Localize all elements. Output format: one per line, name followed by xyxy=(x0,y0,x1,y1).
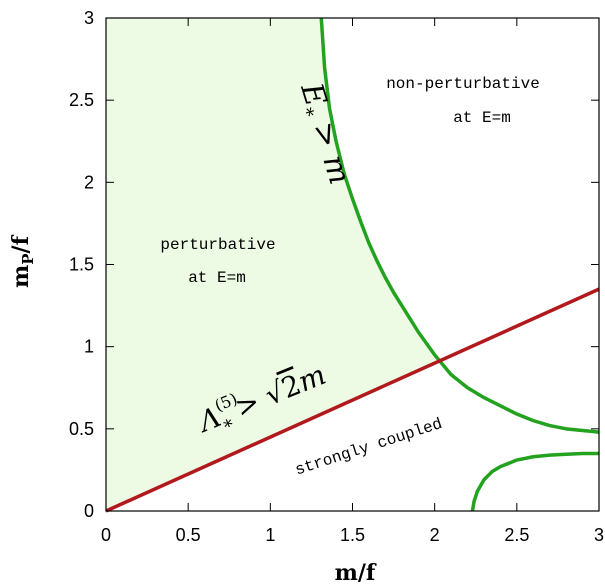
label-perturbative: perturbative xyxy=(160,236,275,254)
label-perturbative-energy: at E=m xyxy=(188,269,246,287)
label-nonperturbative: non-perturbative xyxy=(386,75,540,93)
x-tick-label: 0.5 xyxy=(176,525,201,545)
y-tick-label: 2 xyxy=(84,172,94,192)
y-axis-suffix: /f xyxy=(8,234,34,253)
y-axis-subscript: P xyxy=(19,253,37,264)
y-tick-label: 0 xyxy=(84,501,94,521)
y-tick-label: 1.5 xyxy=(69,255,94,275)
curve-E-star xyxy=(319,17,600,434)
x-tick-label: 1.5 xyxy=(340,525,365,545)
x-tick-label: 1 xyxy=(265,525,275,545)
label-nonperturbative-energy: at E=m xyxy=(453,109,511,127)
x-tick-label: 2.5 xyxy=(504,525,529,545)
y-tick-label: 2.5 xyxy=(69,90,94,110)
x-tick-label: 3 xyxy=(594,525,604,545)
axis-ticks xyxy=(105,17,600,512)
y-tick-label: 0.5 xyxy=(69,419,94,439)
curves xyxy=(105,17,600,513)
perturbative-region xyxy=(106,18,440,511)
x-axis-title: m/f xyxy=(335,560,377,585)
y-tick-label: 3 xyxy=(84,8,94,28)
tick-labels: 0 0.5 1 1.5 2 2.5 3 0 0.5 1 1.5 2 2.5 3 xyxy=(69,8,604,545)
y-axis-title: mP/f xyxy=(8,234,37,288)
x-tick-label: 0 xyxy=(101,525,111,545)
y-tick-label: 1 xyxy=(84,337,94,357)
curve-lambda xyxy=(105,287,600,513)
x-tick-label: 2 xyxy=(430,525,440,545)
label-strongly-coupled: strongly coupled xyxy=(293,415,445,480)
curve-lower-branch xyxy=(470,451,599,512)
perturbative-region-shade xyxy=(106,18,440,511)
